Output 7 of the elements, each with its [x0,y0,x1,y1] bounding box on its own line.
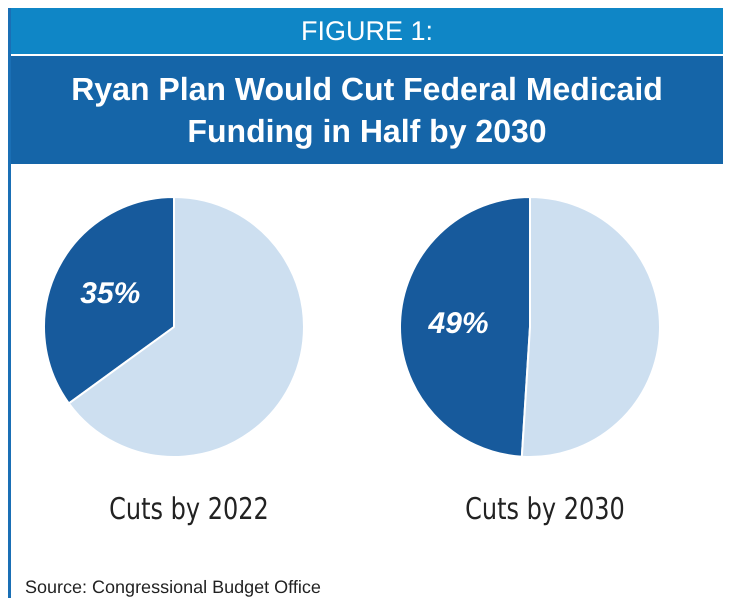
source-note: Source: Congressional Budget Office [25,577,321,598]
data-label: 49% [428,307,489,340]
text: Cuts by 2030 [464,492,626,527]
text: FIGURE 1: [11,8,723,54]
text: Cuts by 2022 [108,492,270,527]
data-label: 35% [80,276,140,310]
text: Ryan Plan Would Cut Federal Medicaid Funding in Half by 2030 [11,56,723,164]
